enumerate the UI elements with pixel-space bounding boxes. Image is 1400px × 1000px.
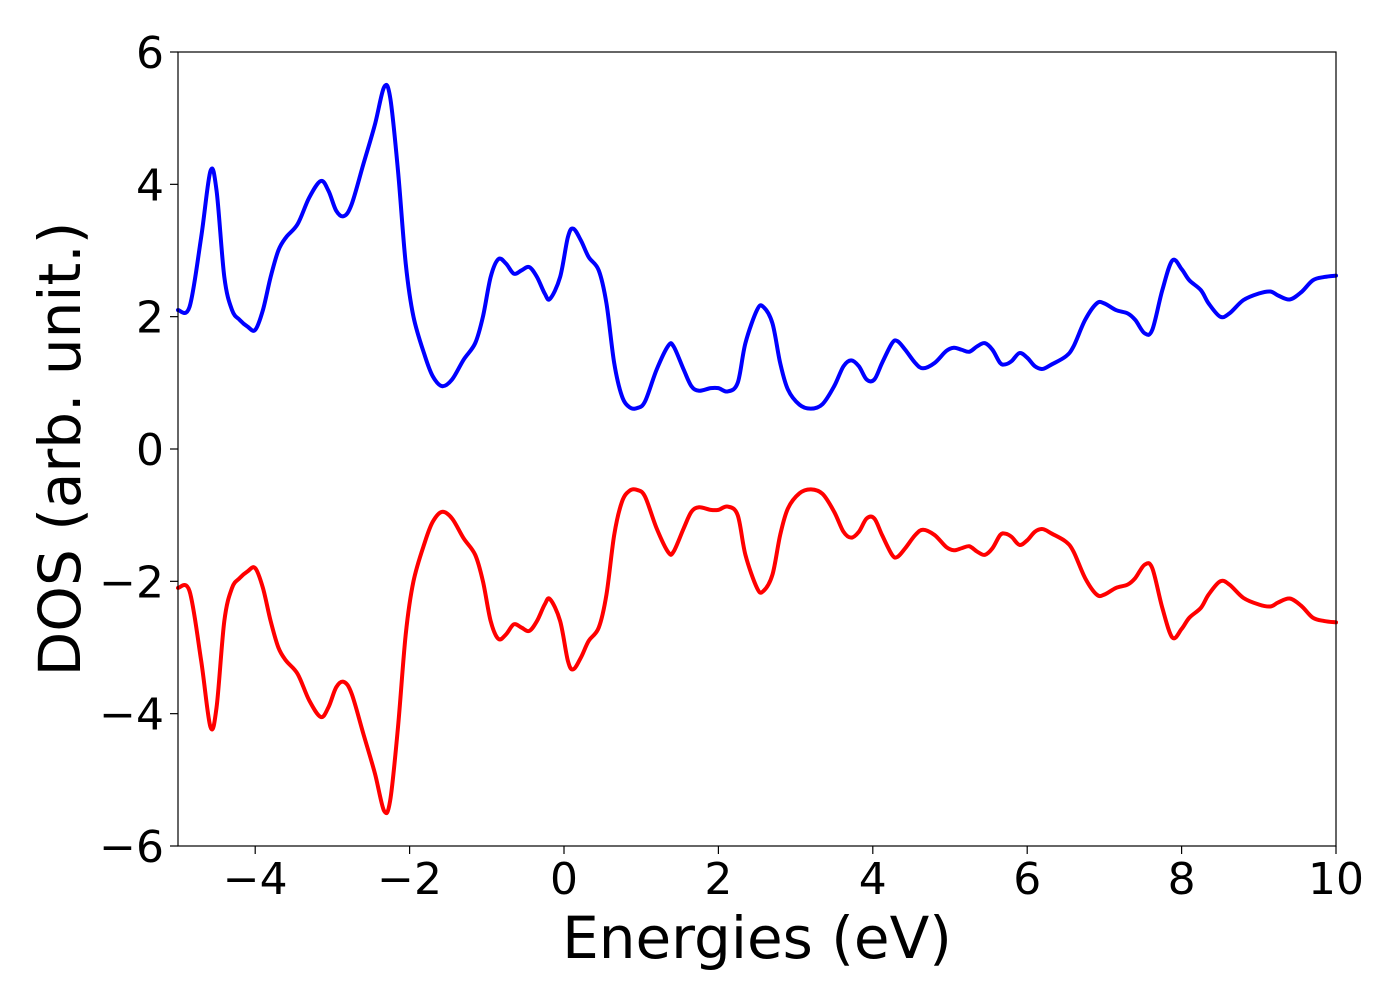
plot-area bbox=[176, 51, 1338, 847]
y-tick-label: −4 bbox=[99, 690, 164, 741]
x-axis-label: Energies (eV) bbox=[562, 904, 952, 972]
y-axis-label: DOS (arb. unit.) bbox=[26, 222, 94, 677]
y-tick-label: −6 bbox=[99, 822, 164, 873]
x-tick-label: −4 bbox=[223, 854, 288, 905]
dos-series-line-2 bbox=[176, 487, 1338, 816]
dos-series-line-1 bbox=[176, 82, 1338, 411]
y-tick-label: 2 bbox=[136, 293, 164, 344]
y-tick-label: 0 bbox=[136, 425, 164, 476]
plot-frame bbox=[177, 51, 1337, 847]
y-axis: −6 −4 −2 0 2 4 6 bbox=[99, 28, 178, 873]
x-tick-label: 0 bbox=[550, 854, 578, 905]
y-tick-label: −2 bbox=[99, 557, 164, 608]
x-tick-label: 2 bbox=[704, 854, 732, 905]
series-layer bbox=[176, 82, 1338, 816]
x-tick-label: −2 bbox=[377, 854, 442, 905]
x-tick-label: 4 bbox=[859, 854, 887, 905]
x-tick-label: 6 bbox=[1013, 854, 1041, 905]
y-tick-label: 6 bbox=[136, 28, 164, 79]
y-tick-label: 4 bbox=[136, 160, 164, 211]
x-axis: −4 −2 0 2 4 6 8 10 bbox=[223, 846, 1364, 905]
x-tick-label: 8 bbox=[1168, 854, 1196, 905]
x-tick-label: 10 bbox=[1308, 854, 1364, 905]
